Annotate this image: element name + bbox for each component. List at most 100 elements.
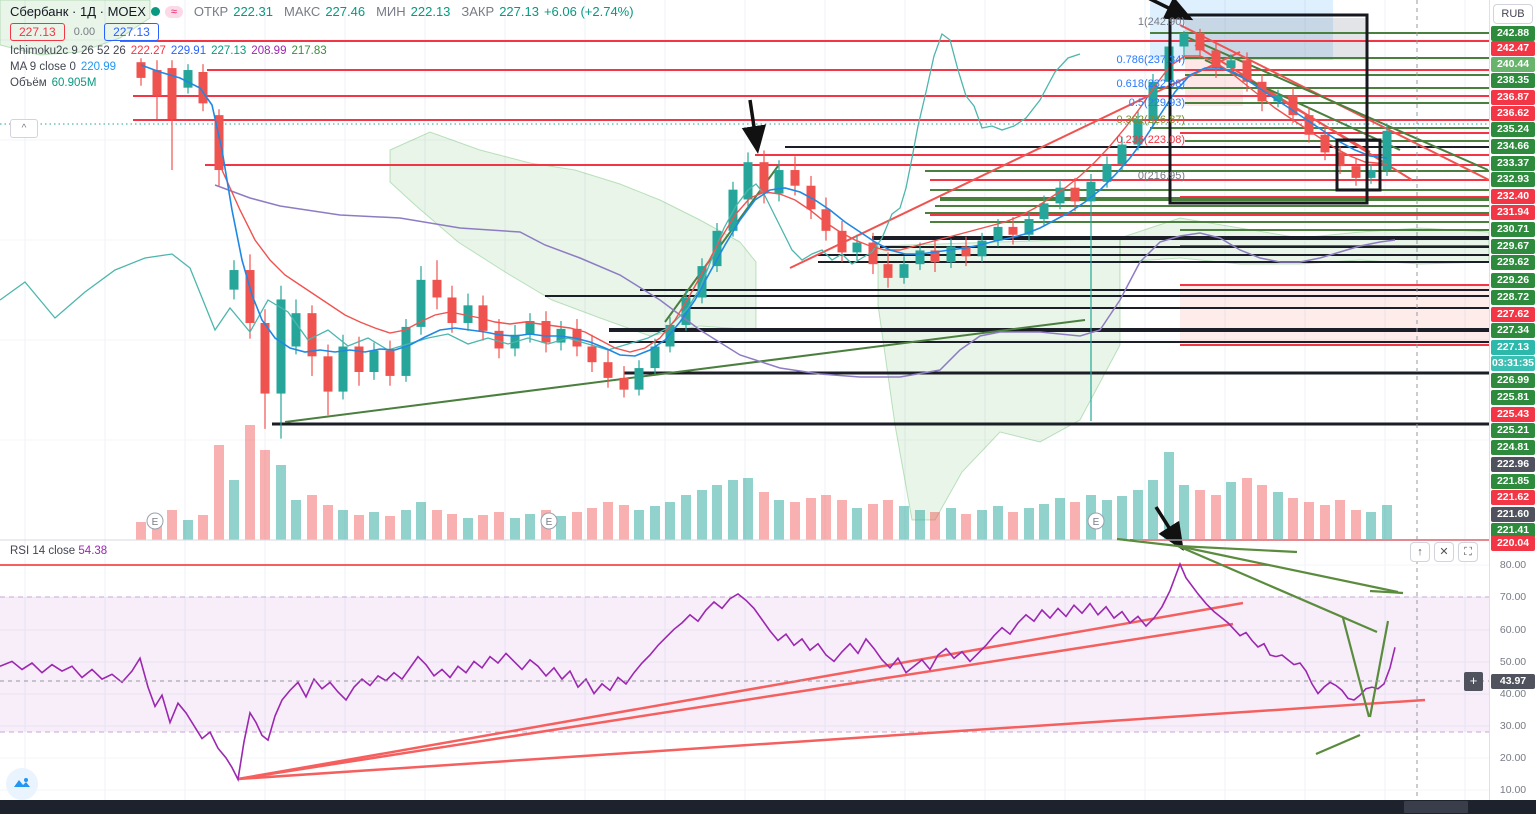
bid-ask-row: 227.13 0.00 227.13: [10, 23, 634, 41]
market-open-dot-icon: [150, 7, 160, 16]
fib-level-label[interactable]: 0.618(232.98): [1116, 78, 1186, 90]
svg-text:E: E: [152, 517, 159, 528]
price-level-label: 236.87: [1491, 89, 1535, 105]
volume-bars: [136, 425, 1392, 540]
rsi-maximize-button[interactable]: ⛶: [1458, 542, 1478, 562]
buy-price-button[interactable]: 227.13: [104, 23, 159, 41]
rsi-axis-tick: 10.00: [1499, 783, 1527, 796]
rsi-axis-tick: 60.00: [1499, 623, 1527, 636]
high-label: МАКС: [283, 4, 321, 19]
price-level-label: 220.04: [1491, 535, 1535, 551]
collapse-legend-button[interactable]: ^: [10, 119, 38, 138]
ichimoku-name: Ichimoku2c 9 26 52 26: [10, 45, 126, 57]
rsi-crosshair-value-label: 43.97: [1491, 673, 1535, 689]
price-axis[interactable]: RUB 245.00242.88242.47240.44238.35236.87…: [1489, 0, 1536, 800]
price-level-label: 221.41: [1491, 522, 1535, 538]
chart-legend: Сбербанк · 1Д · MOEX ≈ ОТКР 222.31 МАКС 22…: [10, 4, 634, 93]
rsi-value: 54.38: [78, 545, 108, 557]
crosshair: [0, 0, 1489, 800]
sell-price-button[interactable]: 227.13: [10, 23, 65, 41]
fib-level-label[interactable]: 0(216.95): [1137, 170, 1185, 182]
price-level-label: 225.21: [1491, 422, 1535, 438]
price-level-label: 233.37: [1491, 155, 1535, 171]
close-value: 227.13: [499, 4, 539, 19]
fib-level-label[interactable]: 0.382(226.87): [1116, 114, 1186, 126]
symbol-row[interactable]: Сбербанк · 1Д · MOEX ≈ ОТКР 222.31 МАКС 22…: [10, 4, 634, 19]
rsi-legend-row[interactable]: RSI 14 close 54.38: [10, 545, 107, 557]
crosshair-plus-icon: +: [1464, 672, 1483, 691]
rsi-close-button[interactable]: ✕: [1434, 542, 1454, 562]
price-level-label: 238.35: [1491, 72, 1535, 88]
symbol-title: Сбербанк · 1Д · MOEX: [10, 4, 146, 19]
price-level-label: 231.94: [1491, 204, 1535, 220]
fib-level-label[interactable]: 1(242.90): [1137, 16, 1185, 28]
indicator-overlay-lines: [0, 32, 1396, 378]
ma-value: 220.99: [80, 61, 117, 73]
ma-legend-row[interactable]: MA 9 close 0 220.99: [10, 61, 634, 73]
price-level-label: 228.72: [1491, 289, 1535, 305]
rsi-axis-tick: 40.00: [1499, 687, 1527, 700]
fib-level-label[interactable]: 0.786(237.34): [1116, 54, 1186, 66]
volume-legend-row[interactable]: Объём 60.905M: [10, 77, 634, 89]
horizontal-level-lines[interactable]: [120, 32, 1489, 541]
fib-band-fills: [1150, 0, 1489, 345]
fib-level-label[interactable]: 0.236(223.08): [1116, 134, 1186, 146]
ichimoku-spana-value: 208.99: [251, 45, 287, 57]
open-label: ОТКР: [193, 4, 229, 19]
rsi-move-up-button[interactable]: ↑: [1410, 542, 1430, 562]
approx-badge-icon: ≈: [164, 5, 183, 18]
price-level-label: 224.81: [1491, 439, 1535, 455]
countdown-label: 03:31:35: [1491, 355, 1535, 371]
rsi-name: RSI 14 close: [10, 545, 76, 557]
volume-name: Объём: [10, 77, 47, 89]
rsi-axis-tick: 20.00: [1499, 751, 1527, 764]
price-level-label: 225.43: [1491, 406, 1535, 422]
open-value: 222.31: [233, 4, 273, 19]
rsi-axis-tick: 50.00: [1499, 655, 1527, 668]
spread-value: 0.00: [73, 26, 96, 38]
price-level-label: 242.88: [1491, 25, 1535, 41]
ichimoku-kijun-value: 229.91: [170, 45, 207, 57]
ma-name: MA 9 close 0: [10, 61, 76, 73]
price-level-label: 232.40: [1491, 188, 1535, 204]
price-level-label: 234.66: [1491, 138, 1535, 154]
price-level-label: 242.47: [1491, 40, 1535, 56]
low-label: МИН: [376, 4, 406, 19]
time-axis-partial-label: [1404, 801, 1468, 813]
ichimoku-legend-row[interactable]: Ichimoku2c 9 26 52 26 222.27 229.91 227.…: [10, 45, 634, 57]
ichimoku-tenkan-value: 222.27: [130, 45, 166, 57]
price-level-label: 230.71: [1491, 221, 1535, 237]
svg-text:E: E: [1093, 517, 1100, 528]
price-level-label: 229.26: [1491, 272, 1535, 288]
price-level-label: 236.62: [1491, 105, 1535, 121]
chart-area: E E E Сбербанк · 1Д · MOEX ≈ ОТКР 222.31 МА…: [0, 0, 1489, 800]
price-level-label: 240.44: [1491, 56, 1535, 72]
svg-text:E: E: [546, 517, 553, 528]
ichimoku-spanb-value: 217.83: [291, 45, 327, 57]
rsi-pane: [0, 537, 1489, 782]
price-level-label: 221.62: [1491, 489, 1535, 505]
price-level-label: 221.60: [1491, 506, 1535, 522]
time-axis[interactable]: [0, 800, 1536, 814]
price-level-label: 227.62: [1491, 306, 1535, 322]
ichimoku-chikou-value: 227.13: [211, 45, 247, 57]
price-level-label: 229.62: [1491, 254, 1535, 270]
low-value: 222.13: [410, 4, 451, 19]
candlestick-series: [136, 28, 1392, 439]
current-price-label: 227.13: [1491, 339, 1535, 355]
high-value: 227.46: [325, 4, 366, 19]
fib-level-label[interactable]: 0.5(229.93): [1128, 97, 1185, 109]
volume-value: 60.905M: [51, 77, 97, 89]
rsi-axis-tick: 80.00: [1499, 558, 1527, 571]
close-label: ЗАКР: [461, 4, 495, 19]
currency-toggle-button[interactable]: RUB: [1493, 4, 1533, 24]
tradingview-logo-icon[interactable]: [6, 768, 38, 800]
price-level-label: 222.96: [1491, 456, 1535, 472]
price-level-label: 225.81: [1491, 389, 1535, 405]
price-level-label: 229.67: [1491, 238, 1535, 254]
rsi-axis-tick: 30.00: [1499, 719, 1527, 732]
rsi-pane-controls: ↑ ✕ ⛶: [1410, 542, 1478, 562]
change-value: +6.06 (+2.74%): [543, 4, 634, 19]
